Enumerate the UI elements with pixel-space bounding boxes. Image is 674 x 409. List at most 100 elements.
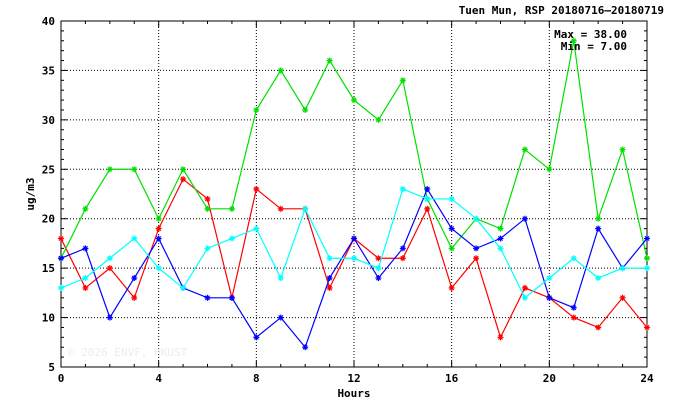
series-point	[644, 265, 650, 272]
x-tick-label: 12	[347, 372, 360, 385]
series-point	[106, 255, 113, 262]
series-point	[228, 294, 235, 301]
series-point	[570, 37, 577, 44]
series-point	[570, 304, 577, 311]
series-point	[253, 186, 260, 193]
series-point	[497, 334, 504, 341]
series-point	[326, 255, 333, 262]
series-point	[448, 225, 455, 232]
y-tick-label: 5	[48, 361, 55, 374]
series-point	[204, 294, 211, 301]
y-tick-label: 10	[42, 312, 55, 325]
y-tick-label: 35	[42, 64, 55, 77]
series-point	[58, 255, 64, 262]
series-point	[180, 166, 187, 173]
series-point	[570, 314, 577, 321]
series-point	[82, 284, 89, 291]
series-point	[473, 215, 480, 222]
series-point	[131, 166, 138, 173]
series-point	[277, 275, 284, 282]
series-point	[399, 186, 406, 193]
series-point	[595, 225, 602, 232]
series-point	[351, 235, 357, 242]
series-point	[155, 265, 162, 272]
series-point	[546, 275, 553, 282]
x-tick-label: 16	[445, 372, 459, 385]
series-point	[302, 205, 309, 212]
series-point	[375, 275, 382, 282]
series-point	[497, 225, 504, 232]
series-point	[106, 265, 113, 272]
series-point	[570, 255, 577, 262]
series-point	[277, 314, 284, 321]
series-point	[424, 195, 431, 202]
series-point	[180, 176, 187, 183]
series-point	[82, 205, 89, 212]
series-point	[595, 324, 602, 331]
y-tick-label: 25	[42, 163, 55, 176]
series-point	[155, 235, 162, 242]
series-point	[228, 205, 235, 212]
series-point	[375, 116, 382, 123]
series-point	[82, 275, 89, 282]
series-point	[546, 166, 553, 173]
x-tick-label: 24	[640, 372, 654, 385]
series-point	[644, 324, 650, 331]
x-tick-label: 8	[253, 372, 260, 385]
y-tick-label: 20	[42, 213, 55, 226]
series-point	[448, 195, 455, 202]
series-point	[131, 294, 138, 301]
series-point	[277, 205, 284, 212]
x-tick-label: 0	[58, 372, 65, 385]
series-point	[375, 255, 382, 262]
series-point	[497, 235, 504, 242]
watermark: © 2026 ENVF, HKUST	[68, 346, 188, 359]
series-point	[131, 275, 138, 282]
series-point	[155, 215, 162, 222]
series-point	[302, 344, 309, 351]
series-point	[424, 205, 431, 212]
series-point	[326, 275, 333, 282]
chart-title: Tuen Mun, RSP 20180716–20180719	[459, 4, 664, 17]
series-point	[619, 146, 626, 153]
x-axis-label: Hours	[337, 387, 370, 400]
stat-min: Min = 7.00	[561, 40, 627, 53]
series-point	[619, 265, 626, 272]
x-tick-label: 4	[155, 372, 162, 385]
series-point	[82, 245, 89, 252]
series-point	[595, 215, 602, 222]
y-axis-label: ug/m3	[24, 177, 37, 210]
series-point	[58, 284, 64, 291]
series-point	[253, 334, 260, 341]
series-point	[399, 77, 406, 84]
series-point	[473, 255, 480, 262]
series-point	[106, 314, 113, 321]
series-point	[644, 235, 650, 242]
series-point	[351, 97, 357, 104]
x-tick-label: 20	[543, 372, 556, 385]
series-point	[424, 186, 431, 193]
series-point	[204, 195, 211, 202]
series-point	[302, 106, 309, 113]
series	[58, 37, 650, 351]
series-point	[521, 294, 528, 301]
series-point	[644, 255, 650, 262]
series-point	[521, 146, 528, 153]
y-tick-label: 30	[42, 114, 55, 127]
series-point	[399, 245, 406, 252]
series-point	[448, 284, 455, 291]
series-point	[546, 294, 553, 301]
y-tick-label: 15	[42, 262, 55, 275]
series-point	[351, 255, 357, 262]
series-point	[253, 106, 260, 113]
series-point	[180, 284, 187, 291]
series-point	[473, 245, 480, 252]
series-point	[375, 265, 382, 272]
grid	[61, 21, 647, 367]
series-point	[619, 294, 626, 301]
axis-ticks: 0 4 8 12 16 20 24 5 10 15 20 25 30 35 40	[42, 15, 654, 385]
series-point	[326, 57, 333, 64]
series-point	[326, 284, 333, 291]
series-point	[595, 275, 602, 282]
